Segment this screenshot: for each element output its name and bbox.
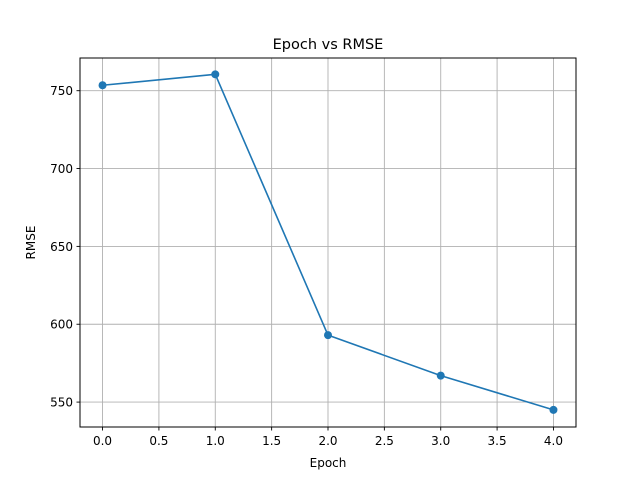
x-tick-label: 1.5 [262, 434, 281, 448]
data-point [324, 331, 332, 340]
x-tick-label: 3.0 [431, 434, 450, 448]
y-tick-label: 600 [50, 318, 73, 332]
data-point [211, 70, 220, 79]
data-point [98, 81, 107, 90]
x-tick-label: 0.0 [93, 434, 112, 448]
x-tick-label: 0.5 [149, 434, 168, 448]
axis-ticks: 0.0 0.5 1.0 1.5 2.0 2.5 3.0 3.5 4.0 550 600 650 700 7… [50, 84, 563, 448]
y-tick-label: 650 [50, 240, 73, 254]
y-tick-label: 550 [50, 396, 73, 410]
data-point [436, 371, 445, 380]
chart-title: Epoch vs RMSE [273, 37, 384, 53]
x-tick-label: 2.5 [375, 434, 394, 448]
y-tick-label: 700 [50, 162, 73, 176]
x-axis-label: Epoch [310, 456, 347, 470]
y-tick-label: 750 [50, 84, 73, 98]
y-axis-label: RMSE [24, 226, 38, 260]
grid [80, 58, 576, 427]
x-tick-label: 2.0 [318, 434, 337, 448]
series-layer [98, 70, 558, 414]
x-tick-label: 1.0 [206, 434, 225, 448]
data-point [549, 405, 558, 414]
x-tick-label: 4.0 [544, 434, 563, 448]
x-tick-label: 3.5 [488, 434, 507, 448]
